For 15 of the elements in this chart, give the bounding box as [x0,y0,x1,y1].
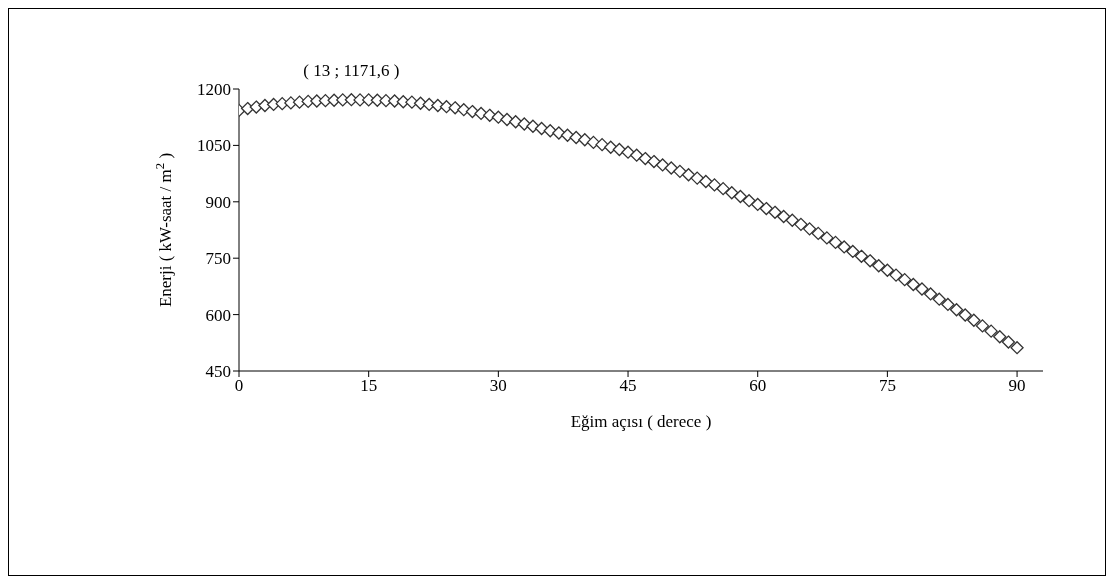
x-tick-label: 30 [489,376,507,396]
annotation: ( 13 ; 1171,6 ) [303,60,400,80]
y-tick-label: 750 [205,249,231,269]
y-tick-label: 600 [205,305,231,325]
y-tick-label: 450 [205,362,231,382]
x-tick-label: 90 [1008,376,1026,396]
y-tick-label: 1050 [197,136,231,156]
x-tick-label: 60 [749,376,767,396]
y-tick-label: 1200 [197,80,231,100]
x-tick-label: 75 [878,376,896,396]
x-tick-label: 15 [360,376,378,396]
x-tick-label: 0 [234,376,244,396]
x-axis-title: Eğim açısı ( derece ) [570,412,712,431]
x-tick-label: 45 [619,376,637,396]
y-tick-label: 900 [205,192,231,212]
